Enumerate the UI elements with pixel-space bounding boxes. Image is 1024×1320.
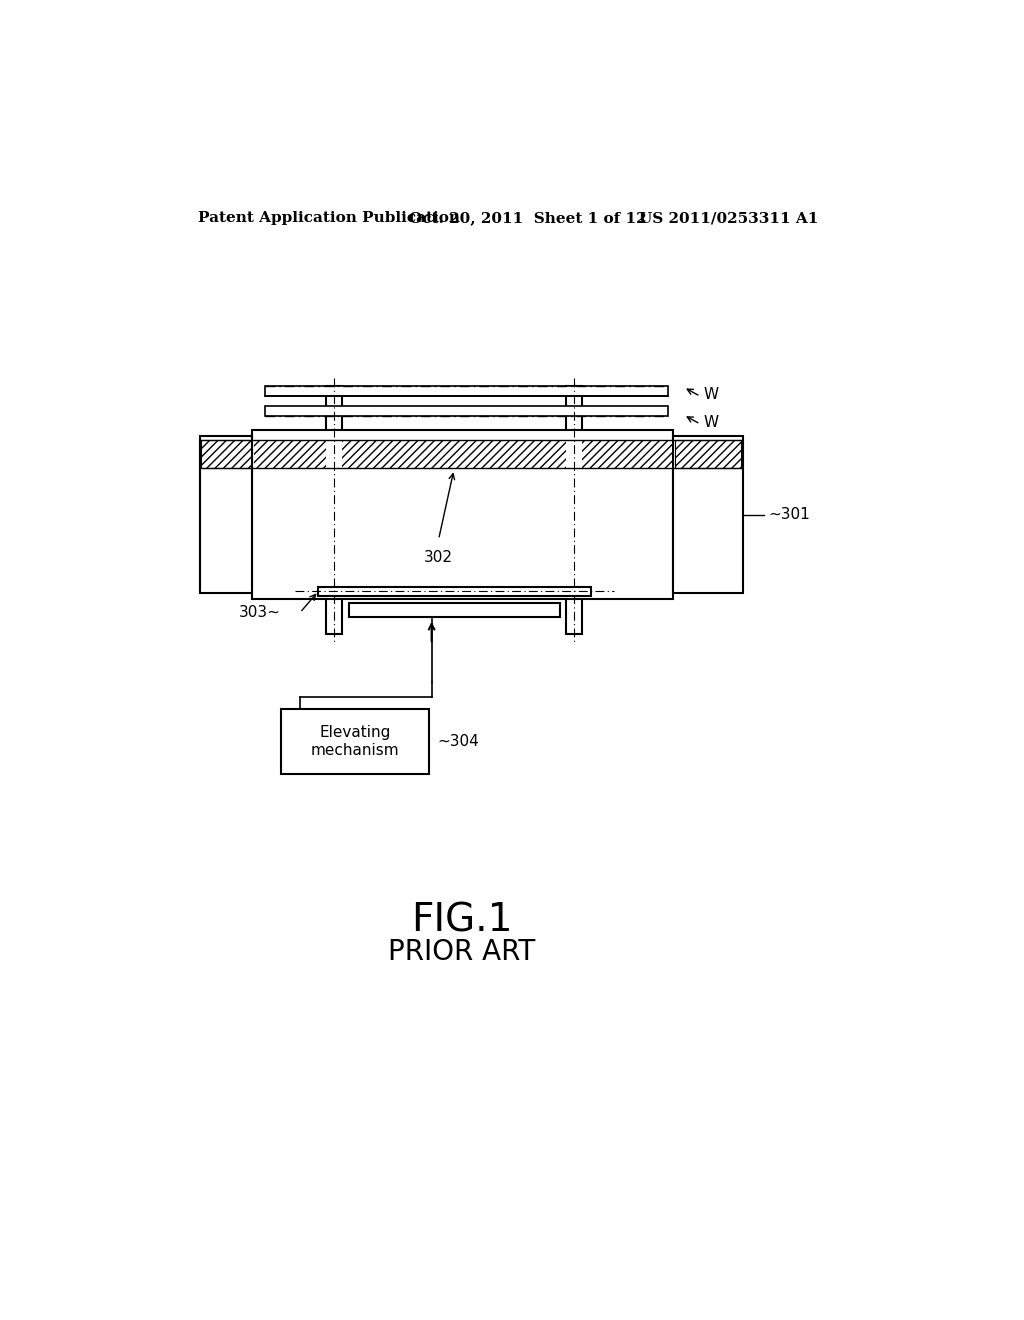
Bar — [254, 441, 326, 469]
Bar — [674, 437, 742, 593]
Text: 302: 302 — [424, 549, 453, 565]
Text: W: W — [703, 387, 719, 403]
Text: Oct. 20, 2011  Sheet 1 of 12: Oct. 20, 2011 Sheet 1 of 12 — [410, 211, 647, 226]
Text: PRIOR ART: PRIOR ART — [388, 937, 536, 965]
Bar — [265, 385, 668, 396]
Bar — [202, 441, 251, 469]
Bar — [342, 441, 566, 469]
Text: Patent Application Publication: Patent Application Publication — [199, 211, 461, 226]
Bar — [252, 430, 674, 599]
Bar — [318, 586, 591, 595]
Bar — [200, 437, 252, 593]
Text: ~304: ~304 — [437, 734, 479, 750]
Bar — [675, 441, 741, 469]
Text: ~301: ~301 — [768, 507, 810, 521]
Bar — [582, 441, 672, 469]
Bar — [326, 385, 342, 635]
Bar — [265, 407, 668, 416]
Bar — [349, 603, 560, 618]
Bar — [566, 385, 582, 635]
Text: US 2011/0253311 A1: US 2011/0253311 A1 — [639, 211, 818, 226]
Text: FIG.1: FIG.1 — [411, 902, 512, 940]
Text: W: W — [703, 414, 719, 430]
Bar — [281, 709, 429, 775]
Text: Elevating
mechanism: Elevating mechanism — [310, 726, 399, 758]
Text: 303~: 303~ — [239, 605, 281, 620]
